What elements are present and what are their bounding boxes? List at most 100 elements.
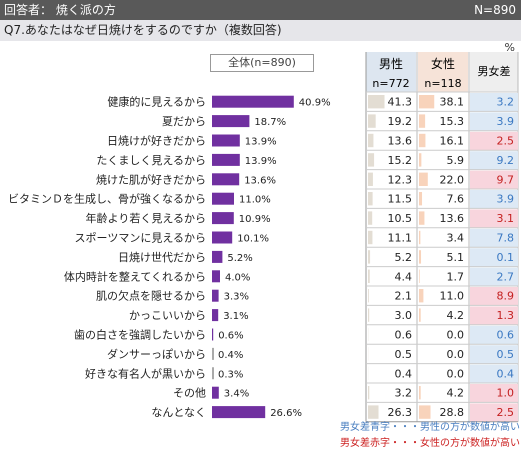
data-bar — [212, 251, 222, 263]
male-value-bar — [368, 270, 370, 283]
value-label: 0.6% — [218, 331, 243, 342]
male-value: 12.3 — [388, 173, 413, 186]
category-label: 歯の白さを強調したいから — [74, 328, 206, 342]
male-value-bar — [368, 308, 369, 321]
data-bar — [212, 135, 240, 147]
category-label: かっこいいから — [129, 309, 206, 322]
diff-value: 1.0 — [497, 387, 515, 400]
female-value: 11.0 — [440, 290, 465, 303]
data-bar — [212, 329, 213, 341]
female-value: 7.6 — [447, 193, 465, 206]
female-value-bar — [419, 405, 431, 418]
female-value: 5.1 — [447, 251, 465, 264]
data-bar — [212, 96, 294, 108]
female-value-bar — [419, 386, 421, 399]
value-label: 10.1% — [237, 234, 269, 245]
value-label: 26.6% — [270, 408, 302, 419]
data-bar — [212, 387, 219, 399]
male-value: 4.4 — [395, 270, 413, 283]
value-label: 13.9% — [245, 137, 277, 148]
male-value-bar — [368, 114, 376, 127]
data-bar — [212, 290, 219, 302]
data-bar — [212, 406, 265, 418]
category-label: 焼けた肌が好きだから — [96, 172, 206, 186]
female-value-bar — [419, 192, 422, 205]
female-value-bar — [419, 270, 420, 283]
female-value: 0.0 — [447, 367, 465, 380]
data-bar — [212, 309, 218, 321]
category-label: なんとなく — [151, 406, 206, 419]
diff-value: 0.4 — [497, 367, 515, 380]
female-value-bar — [419, 250, 421, 263]
legend-male-higher: 男女差青字・・・男性の方が数値が高い — [340, 418, 520, 433]
diff-value: 0.5 — [497, 348, 515, 361]
data-bar — [212, 270, 220, 282]
female-value-bar — [419, 211, 424, 224]
male-value: 2.1 — [395, 290, 413, 303]
value-label: 5.2% — [227, 253, 252, 264]
category-label: たくましく見えるから — [96, 154, 206, 167]
data-bar — [212, 193, 234, 205]
diff-value: 3.1 — [497, 212, 515, 225]
data-bar — [212, 173, 239, 185]
female-value-bar — [419, 308, 421, 321]
category-label: 夏だから — [162, 115, 206, 128]
female-value: 4.2 — [447, 387, 465, 400]
male-value: 41.3 — [388, 96, 413, 109]
data-bar — [212, 154, 240, 166]
category-label: ビタミンＤを生成し、骨が強くなるから — [8, 192, 206, 206]
value-label: 0.4% — [218, 350, 243, 361]
value-label: 3.4% — [224, 389, 249, 400]
male-value: 19.2 — [388, 115, 413, 128]
diff-value: 0.1 — [497, 251, 515, 264]
male-value: 0.4 — [395, 367, 413, 380]
value-label: 4.0% — [225, 272, 250, 283]
female-value: 0.0 — [447, 348, 465, 361]
value-label: 40.9% — [299, 98, 331, 109]
female-value: 22.0 — [440, 173, 465, 186]
legend-female-higher: 男女差赤字・・・女性の方が数値が高い — [340, 434, 520, 449]
male-value-bar — [368, 134, 373, 147]
value-label: 13.6% — [244, 175, 276, 186]
male-value-bar — [368, 95, 385, 108]
male-value: 11.5 — [388, 193, 413, 206]
category-label: 年齢より若く見えるから — [86, 211, 206, 225]
male-value: 15.2 — [388, 154, 413, 167]
diff-value: 8.9 — [497, 290, 515, 303]
category-label: その他 — [173, 387, 206, 400]
female-value: 13.6 — [440, 212, 465, 225]
male-value: 0.5 — [395, 348, 413, 361]
female-value: 16.1 — [440, 135, 465, 148]
female-value-bar — [419, 289, 423, 302]
diff-value: 2.7 — [497, 270, 515, 283]
male-value-bar — [368, 405, 379, 418]
female-value-bar — [419, 114, 425, 127]
female-value: 0.0 — [447, 329, 465, 342]
diff-value: 0.6 — [497, 329, 515, 342]
female-value: 3.4 — [447, 232, 465, 245]
male-value: 11.1 — [388, 232, 413, 245]
category-label: 体内時計を整えてくれるから — [64, 269, 206, 283]
diff-value: 3.9 — [497, 115, 515, 128]
value-label: 3.1% — [223, 311, 248, 322]
diff-value: 3.9 — [497, 193, 515, 206]
male-value-bar — [368, 250, 370, 263]
category-label: 好きな有名人が黒いから — [85, 366, 206, 380]
category-label: 肌の欠点を隠せるから — [96, 289, 206, 303]
male-value-bar — [368, 231, 372, 244]
female-value-bar — [419, 134, 425, 147]
male-value: 13.6 — [388, 135, 413, 148]
male-value-bar — [368, 192, 373, 205]
female-value: 15.3 — [440, 115, 465, 128]
data-bar — [212, 232, 232, 244]
diff-value: 7.8 — [497, 232, 515, 245]
category-label: スポーツマンに見えるから — [75, 232, 206, 245]
value-label: 0.3% — [218, 369, 243, 380]
data-bar — [212, 212, 234, 224]
male-value-bar — [368, 386, 369, 399]
value-label: 3.3% — [224, 292, 249, 303]
category-label: 健康的に見えるから — [107, 95, 206, 109]
male-value: 5.2 — [395, 251, 413, 264]
male-value-bar — [368, 289, 369, 302]
